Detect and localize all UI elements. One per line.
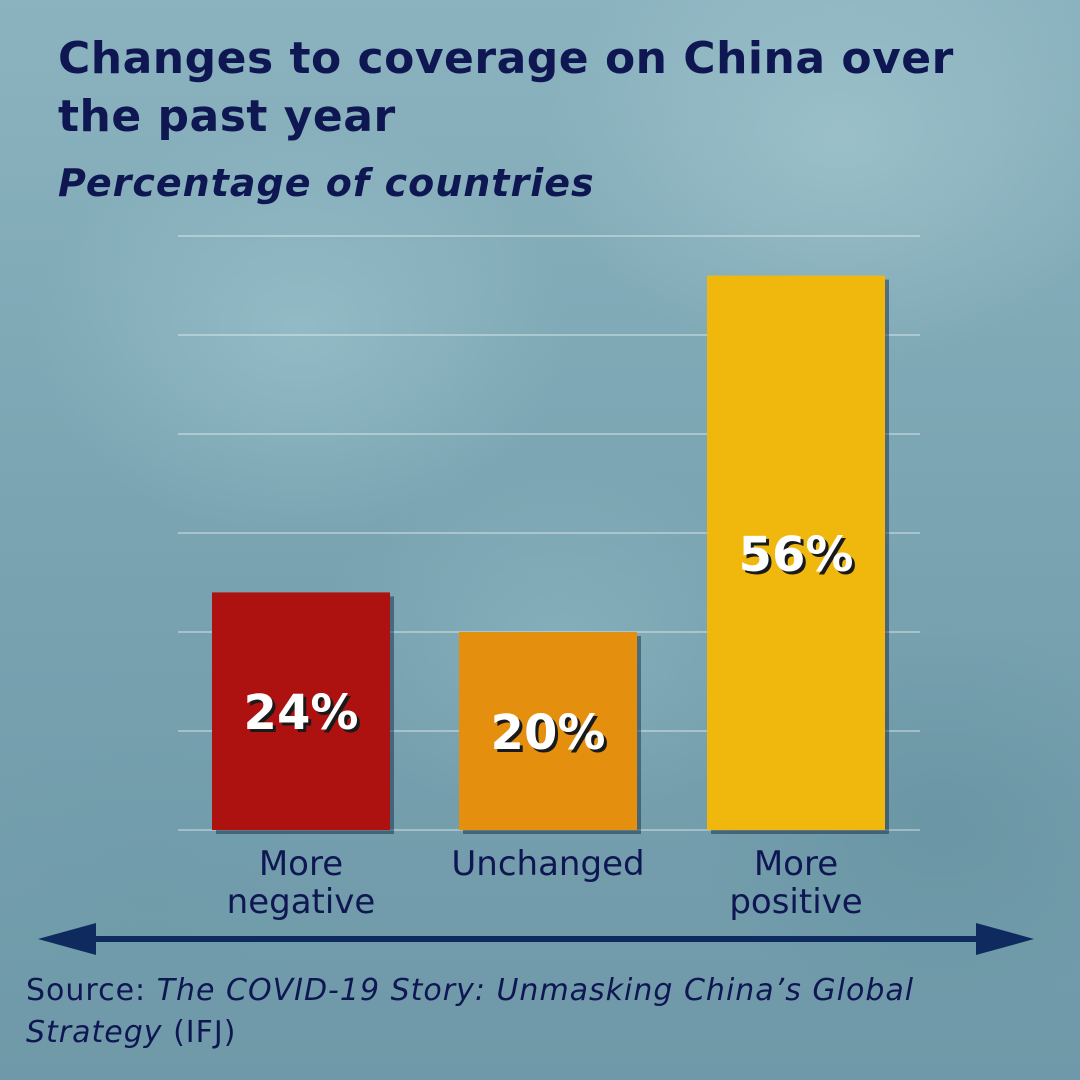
source-note: Source: The COVID-19 Story: Unmasking Ch…: [26, 970, 1056, 1054]
bar: [459, 632, 637, 830]
data-label-shadow: 56%: [742, 530, 857, 586]
data-label: 20%: [491, 705, 606, 761]
arrow-right-head: [976, 923, 1034, 955]
category-label: positive: [729, 882, 862, 922]
source-publisher: (IFJ): [162, 1015, 237, 1050]
arrow-left-head: [38, 923, 96, 955]
bar: [212, 592, 390, 830]
data-label: 56%: [739, 527, 854, 583]
data-label-shadow: 20%: [494, 708, 609, 764]
category-label: Unchanged: [451, 844, 644, 884]
category-label: negative: [227, 882, 376, 922]
source-prefix: Source:: [26, 973, 157, 1008]
data-label: 24%: [244, 685, 359, 741]
chart-subtitle: Percentage of countries: [58, 161, 595, 205]
chart-title: Changes to coverage on China over the pa…: [58, 33, 954, 142]
bar: [707, 275, 885, 831]
data-label-shadow: 24%: [247, 688, 362, 744]
category-label: More: [259, 844, 343, 884]
category-label: More: [754, 844, 838, 884]
source-title: The COVID-19 Story: Unmasking China’s Gl…: [26, 973, 915, 1050]
